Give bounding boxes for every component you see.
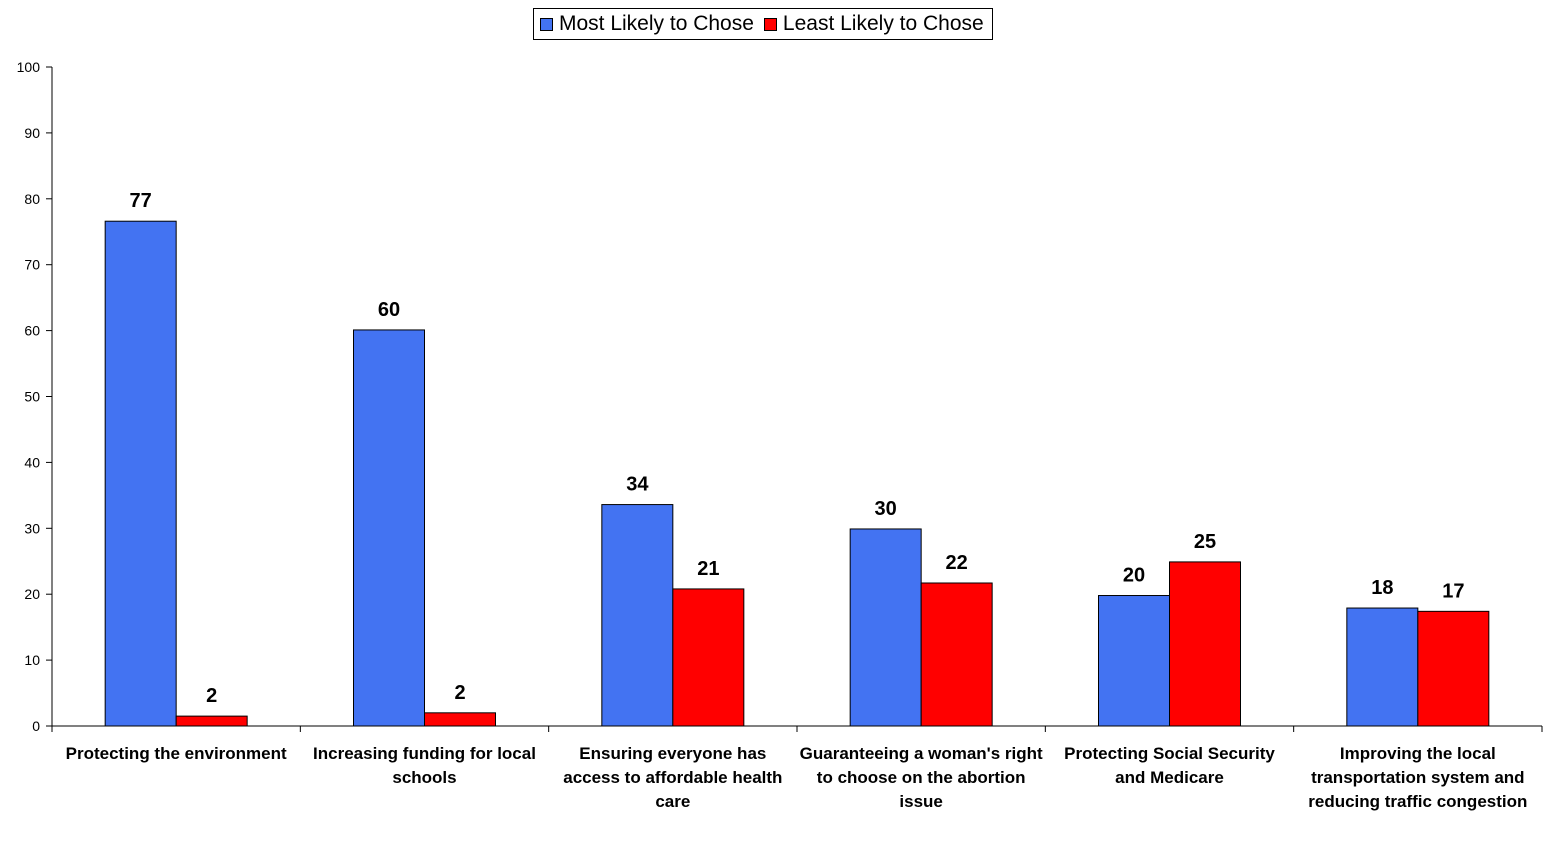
data-label: 34 (626, 474, 649, 496)
x-tick-label: Improving the local transportation syste… (1308, 744, 1528, 811)
data-label: 21 (697, 558, 719, 580)
legend-label-least-likely: Least Likely to Chose (782, 12, 984, 35)
data-label: 30 (875, 498, 897, 520)
data-label: 20 (1123, 565, 1145, 587)
y-tick-label: 50 (24, 389, 40, 405)
y-tick-label: 60 (24, 323, 40, 339)
x-tick-label: Ensuring everyone has access to affordab… (563, 744, 783, 811)
y-tick-label: 100 (17, 59, 41, 75)
data-label: 18 (1371, 577, 1393, 599)
x-tick-label: Guaranteeing a woman's right to choose o… (799, 744, 1043, 811)
legend-item-least-likely: Least Likely to Chose (763, 12, 984, 36)
bar-least-likely (920, 582, 993, 727)
bar-most-likely (601, 504, 674, 727)
legend-swatch-least-likely (763, 17, 777, 31)
data-label: 25 (1194, 531, 1216, 553)
bar-most-likely (849, 528, 922, 727)
y-tick-label: 20 (24, 586, 40, 602)
bar-most-likely (1346, 607, 1419, 727)
x-tick-label: Increasing funding for local schools (313, 744, 536, 787)
y-tick-label: 90 (24, 125, 40, 141)
bar-least-likely (1169, 561, 1241, 727)
bar-least-likely (175, 715, 248, 727)
data-label: 22 (946, 552, 968, 574)
bar-most-likely (1098, 595, 1170, 727)
data-label: 60 (378, 299, 400, 321)
data-label: 2 (454, 682, 465, 704)
y-tick-label: 0 (32, 718, 40, 734)
x-tick-label: Protecting the environment (65, 744, 287, 763)
y-tick-label: 80 (24, 191, 40, 207)
bar-least-likely (1417, 610, 1490, 727)
y-tick-label: 10 (24, 652, 40, 668)
y-tick-label: 70 (24, 257, 40, 273)
data-label: 77 (130, 190, 152, 212)
bar-most-likely (353, 329, 425, 727)
y-tick-label: 30 (24, 520, 40, 536)
legend-swatch-most-likely (540, 17, 553, 31)
legend-label-most-likely: Most Likely to Chose (559, 12, 754, 35)
bar-least-likely (672, 588, 745, 727)
legend-item-most-likely: Most Likely to Chose (540, 12, 754, 36)
bar-most-likely (104, 220, 177, 727)
y-tick-label: 40 (24, 454, 40, 470)
legend: Most Likely to Chose Least Likely to Cho… (533, 8, 993, 40)
x-tick-label: Protecting Social Security and Medicare (1064, 744, 1275, 787)
bar-least-likely (424, 712, 496, 727)
data-label: 17 (1442, 580, 1464, 602)
data-label: 2 (206, 685, 217, 707)
